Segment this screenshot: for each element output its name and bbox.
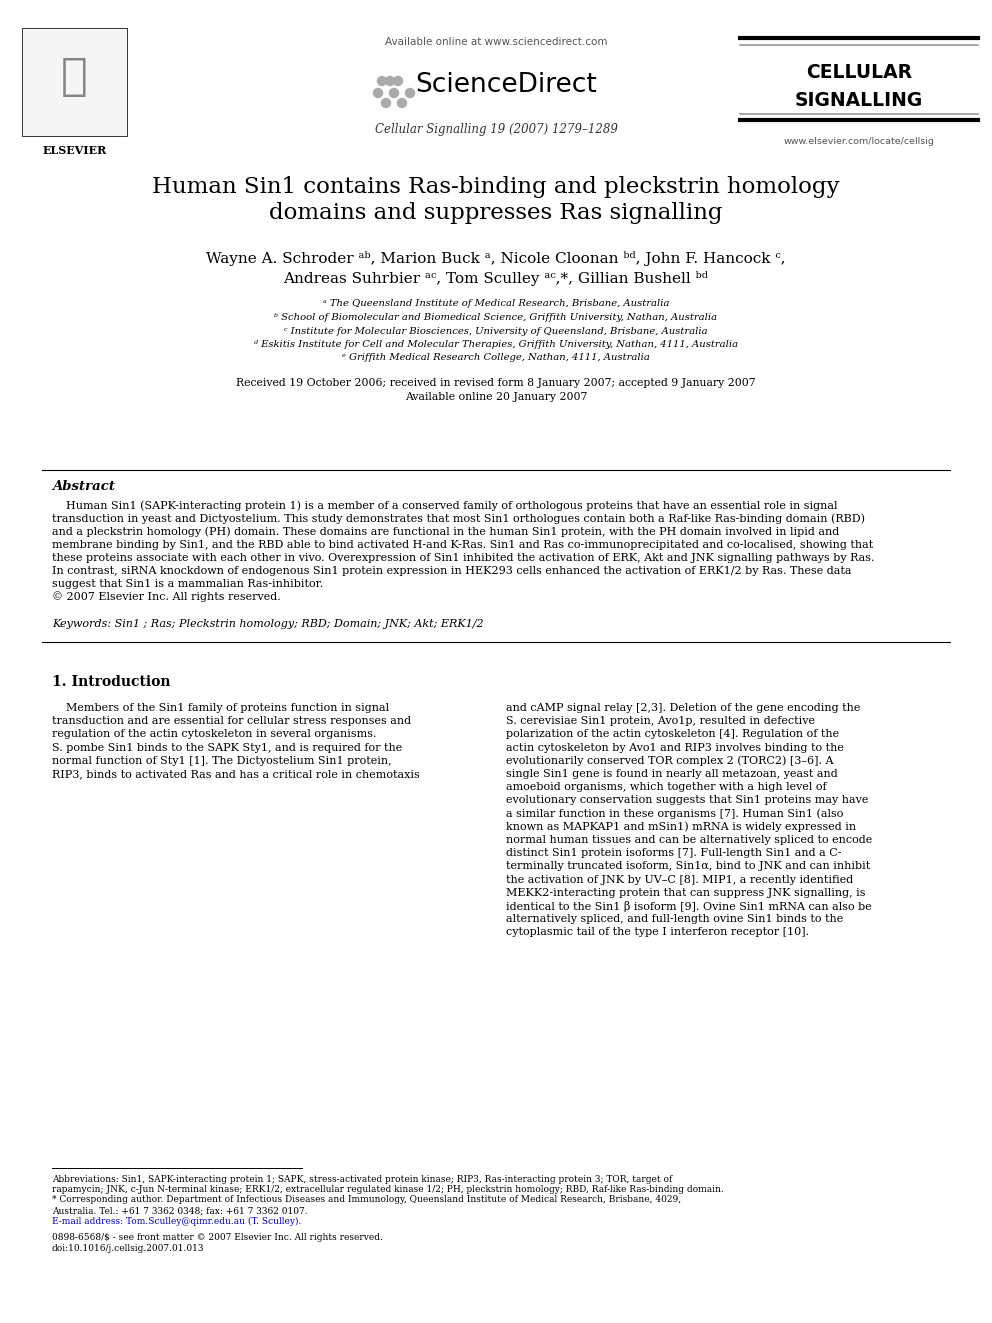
- Text: Australia. Tel.: +61 7 3362 0348; fax: +61 7 3362 0107.: Australia. Tel.: +61 7 3362 0348; fax: +…: [52, 1207, 308, 1215]
- Bar: [22, 28, 127, 136]
- Circle shape: [378, 77, 387, 86]
- Text: actin cytoskeleton by Avo1 and RIP3 involves binding to the: actin cytoskeleton by Avo1 and RIP3 invo…: [506, 742, 844, 753]
- Text: 🌲: 🌲: [62, 56, 88, 98]
- Text: polarization of the actin cytoskeleton [4]. Regulation of the: polarization of the actin cytoskeleton […: [506, 729, 839, 740]
- Text: a similar function in these organisms [7]. Human Sin1 (also: a similar function in these organisms [7…: [506, 808, 843, 819]
- Text: Andreas Suhrbier ᵃᶜ, Tom Sculley ᵃᶜ,*, Gillian Bushell ᵇᵈ: Andreas Suhrbier ᵃᶜ, Tom Sculley ᵃᶜ,*, G…: [284, 270, 708, 286]
- Text: ScienceDirect: ScienceDirect: [415, 71, 597, 98]
- Text: identical to the Sin1 β isoform [9]. Ovine Sin1 mRNA can also be: identical to the Sin1 β isoform [9]. Ovi…: [506, 901, 872, 912]
- Text: ᶜ Institute for Molecular Biosciences, University of Queensland, Brisbane, Austr: ᶜ Institute for Molecular Biosciences, U…: [284, 327, 708, 336]
- Text: 1. Introduction: 1. Introduction: [52, 675, 171, 689]
- Text: known as MAPKAP1 and mSin1) mRNA is widely expressed in: known as MAPKAP1 and mSin1) mRNA is wide…: [506, 822, 856, 832]
- Text: Keywords: Sin1 ; Ras; Pleckstrin homology; RBD; Domain; JNK; Akt; ERK1/2: Keywords: Sin1 ; Ras; Pleckstrin homolog…: [52, 619, 484, 628]
- Text: Members of the Sin1 family of proteins function in signal: Members of the Sin1 family of proteins f…: [52, 703, 389, 713]
- Text: and cAMP signal relay [2,3]. Deletion of the gene encoding the: and cAMP signal relay [2,3]. Deletion of…: [506, 703, 860, 713]
- Circle shape: [398, 98, 407, 107]
- Circle shape: [386, 77, 395, 86]
- Text: ᵉ Griffith Medical Research College, Nathan, 4111, Australia: ᵉ Griffith Medical Research College, Nat…: [342, 353, 650, 363]
- Text: In contrast, siRNA knockdown of endogenous Sin1 protein expression in HEK293 cel: In contrast, siRNA knockdown of endogeno…: [52, 566, 851, 576]
- Text: the activation of JNK by UV–C [8]. MIP1, a recently identified: the activation of JNK by UV–C [8]. MIP1,…: [506, 875, 853, 885]
- Text: single Sin1 gene is found in nearly all metazoan, yeast and: single Sin1 gene is found in nearly all …: [506, 769, 838, 779]
- Text: Available online 20 January 2007: Available online 20 January 2007: [405, 393, 587, 402]
- Text: ᵇ School of Biomolecular and Biomedical Science, Griffith University, Nathan, Au: ᵇ School of Biomolecular and Biomedical …: [275, 314, 717, 321]
- Text: MEKK2-interacting protein that can suppress JNK signalling, is: MEKK2-interacting protein that can suppr…: [506, 888, 865, 898]
- Text: Cellular Signalling 19 (2007) 1279–1289: Cellular Signalling 19 (2007) 1279–1289: [375, 123, 617, 136]
- Text: S. cerevisiae Sin1 protein, Avo1p, resulted in defective: S. cerevisiae Sin1 protein, Avo1p, resul…: [506, 716, 815, 726]
- Text: Abstract: Abstract: [52, 480, 115, 493]
- Text: rapamycin; JNK, c-Jun N-terminal kinase; ERK1/2, extracellular regulated kinase : rapamycin; JNK, c-Jun N-terminal kinase;…: [52, 1185, 724, 1193]
- Circle shape: [394, 77, 403, 86]
- Text: CELLULAR: CELLULAR: [806, 62, 912, 82]
- Text: RIP3, binds to activated Ras and has a critical role in chemotaxis: RIP3, binds to activated Ras and has a c…: [52, 769, 420, 779]
- Text: Human Sin1 (SAPK-interacting protein 1) is a member of a conserved family of ort: Human Sin1 (SAPK-interacting protein 1) …: [52, 500, 837, 511]
- Circle shape: [406, 89, 415, 98]
- Circle shape: [390, 89, 399, 98]
- Text: transduction in yeast and Dictyostelium. This study demonstrates that most Sin1 : transduction in yeast and Dictyostelium.…: [52, 513, 865, 524]
- Text: terminally truncated isoform, Sin1α, bind to JNK and can inhibit: terminally truncated isoform, Sin1α, bin…: [506, 861, 870, 872]
- Text: © 2007 Elsevier Inc. All rights reserved.: © 2007 Elsevier Inc. All rights reserved…: [52, 591, 281, 602]
- Text: alternatively spliced, and full-length ovine Sin1 binds to the: alternatively spliced, and full-length o…: [506, 914, 843, 925]
- Text: Human Sin1 contains Ras-binding and pleckstrin homology: Human Sin1 contains Ras-binding and plec…: [152, 176, 840, 198]
- Text: www.elsevier.com/locate/cellsig: www.elsevier.com/locate/cellsig: [784, 138, 934, 147]
- Text: evolutionarily conserved TOR complex 2 (TORC2) [3–6]. A: evolutionarily conserved TOR complex 2 (…: [506, 755, 833, 766]
- Text: suggest that Sin1 is a mammalian Ras-inhibitor.: suggest that Sin1 is a mammalian Ras-inh…: [52, 579, 323, 589]
- Circle shape: [374, 89, 383, 98]
- Text: Abbreviations: Sin1, SAPK-interacting protein 1; SAPK, stress-activated protein : Abbreviations: Sin1, SAPK-interacting pr…: [52, 1175, 673, 1184]
- Text: E-mail address: Tom.Sculley@qimr.edu.au (T. Sculley).: E-mail address: Tom.Sculley@qimr.edu.au …: [52, 1216, 302, 1225]
- Text: amoeboid organisms, which together with a high level of: amoeboid organisms, which together with …: [506, 782, 826, 792]
- Text: cytoplasmic tail of the type I interferon receptor [10].: cytoplasmic tail of the type I interfero…: [506, 927, 809, 938]
- Text: these proteins associate with each other in vivo. Overexpression of Sin1 inhibit: these proteins associate with each other…: [52, 553, 875, 564]
- Text: normal human tissues and can be alternatively spliced to encode: normal human tissues and can be alternat…: [506, 835, 872, 845]
- Text: evolutionary conservation suggests that Sin1 proteins may have: evolutionary conservation suggests that …: [506, 795, 868, 806]
- Text: * Corresponding author. Department of Infectious Diseases and Immunology, Queens: * Corresponding author. Department of In…: [52, 1196, 682, 1204]
- Text: transduction and are essential for cellular stress responses and: transduction and are essential for cellu…: [52, 716, 411, 726]
- Text: ᵃ The Queensland Institute of Medical Research, Brisbane, Australia: ᵃ The Queensland Institute of Medical Re…: [322, 299, 670, 308]
- Circle shape: [382, 98, 391, 107]
- Text: domains and suppresses Ras signalling: domains and suppresses Ras signalling: [269, 202, 723, 224]
- Text: ELSEVIER: ELSEVIER: [43, 144, 106, 156]
- Text: doi:10.1016/j.cellsig.2007.01.013: doi:10.1016/j.cellsig.2007.01.013: [52, 1244, 204, 1253]
- Text: S. pombe Sin1 binds to the SAPK Sty1, and is required for the: S. pombe Sin1 binds to the SAPK Sty1, an…: [52, 742, 402, 753]
- Text: ᵈ Eskitis Institute for Cell and Molecular Therapies, Griffith University, Natha: ᵈ Eskitis Institute for Cell and Molecul…: [254, 340, 738, 349]
- Text: and a pleckstrin homology (PH) domain. These domains are functional in the human: and a pleckstrin homology (PH) domain. T…: [52, 527, 839, 537]
- Text: regulation of the actin cytoskeleton in several organisms.: regulation of the actin cytoskeleton in …: [52, 729, 377, 740]
- Text: Received 19 October 2006; received in revised form 8 January 2007; accepted 9 Ja: Received 19 October 2006; received in re…: [236, 378, 756, 389]
- Text: Wayne A. Schroder ᵃᵇ, Marion Buck ᵃ, Nicole Cloonan ᵇᵈ, John F. Hancock ᶜ,: Wayne A. Schroder ᵃᵇ, Marion Buck ᵃ, Nic…: [206, 250, 786, 266]
- Text: normal function of Sty1 [1]. The Dictyostelium Sin1 protein,: normal function of Sty1 [1]. The Dictyos…: [52, 755, 392, 766]
- Text: SIGNALLING: SIGNALLING: [795, 90, 924, 110]
- Text: Available online at www.sciencedirect.com: Available online at www.sciencedirect.co…: [385, 37, 607, 48]
- Text: distinct Sin1 protein isoforms [7]. Full-length Sin1 and a C-: distinct Sin1 protein isoforms [7]. Full…: [506, 848, 841, 859]
- Text: membrane binding by Sin1, and the RBD able to bind activated H-and K-Ras. Sin1 a: membrane binding by Sin1, and the RBD ab…: [52, 540, 873, 550]
- Text: 0898-6568/$ - see front matter © 2007 Elsevier Inc. All rights reserved.: 0898-6568/$ - see front matter © 2007 El…: [52, 1233, 383, 1242]
